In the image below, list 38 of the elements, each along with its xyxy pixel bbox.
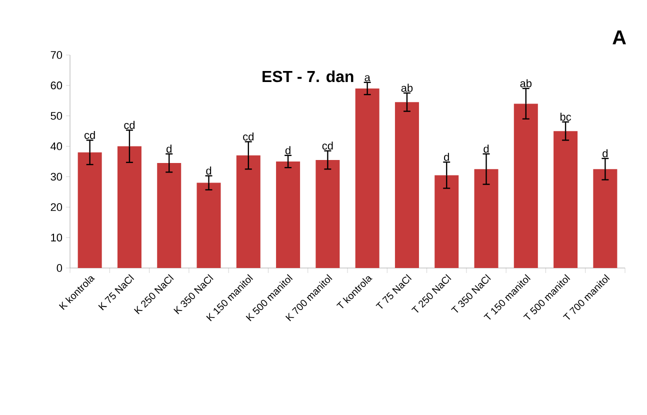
annotation: d: [484, 144, 489, 153]
bar: [554, 131, 578, 268]
bar: [236, 155, 260, 268]
bar: [474, 169, 498, 268]
annotation: d: [206, 166, 212, 175]
bar: [593, 169, 618, 268]
annotation: cd: [243, 132, 254, 141]
annotation: cd: [322, 142, 333, 150]
y-tick-label: 40: [50, 142, 62, 150]
y-tick-label: 20: [50, 203, 62, 212]
annotation: cd: [84, 130, 95, 140]
annotation: d: [602, 149, 608, 158]
y-tick-label: 50: [50, 112, 62, 120]
annotation: cd: [124, 120, 135, 129]
text: EST - 7. dan: [262, 70, 354, 82]
bar: [514, 104, 538, 268]
bar: [434, 175, 459, 268]
annotation: ab: [401, 84, 413, 92]
annotation: d: [166, 144, 172, 153]
y-tick-label: 30: [50, 172, 62, 181]
y-tick-label: 10: [51, 234, 62, 242]
annotation: ab: [520, 79, 532, 88]
annotation: d: [285, 146, 290, 154]
annotation: a: [364, 75, 370, 82]
bar: [117, 146, 142, 268]
bar: [355, 88, 380, 268]
bar: [276, 162, 300, 268]
y-tick-label: 60: [50, 82, 62, 90]
y-tick-label: 70: [50, 51, 62, 59]
bar: [196, 182, 221, 268]
bar: [78, 152, 102, 268]
bar: [157, 163, 182, 268]
annotation: bc: [560, 112, 572, 121]
annotation: d: [444, 152, 449, 161]
bar: [316, 160, 340, 268]
y-tick-label: 0: [56, 264, 62, 272]
text: A: [612, 30, 626, 44]
bar: [394, 102, 419, 268]
